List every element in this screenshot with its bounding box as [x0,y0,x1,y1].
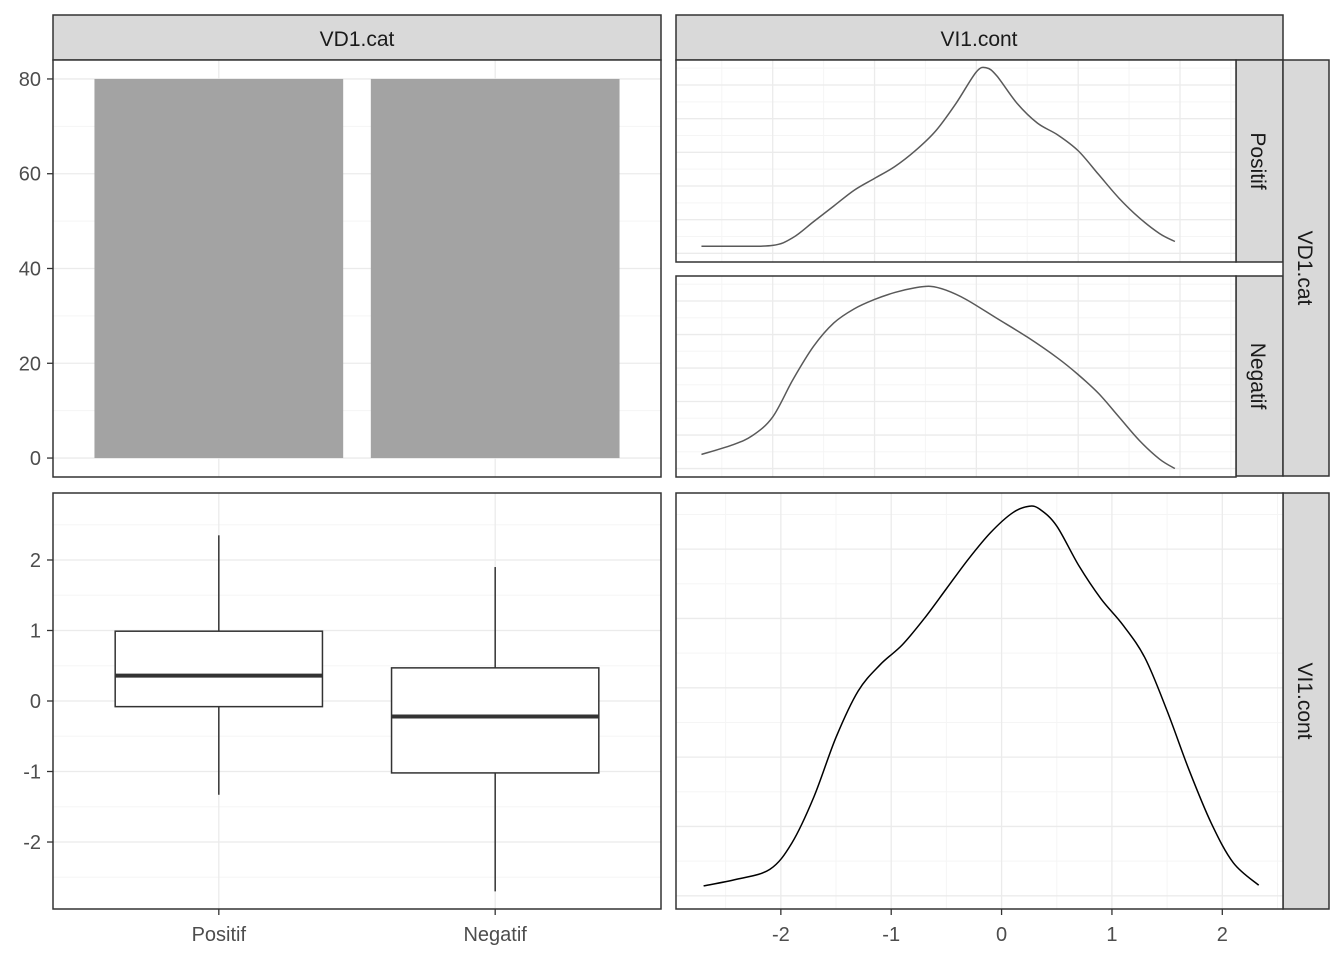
density-line [701,285,1176,470]
density-line [703,505,1260,887]
box-positif [114,630,324,708]
x-tick-label: Negatif [463,924,527,946]
y-tick-label: 2 [30,550,41,572]
strip-right-negatif: Negatif [1235,275,1284,477]
density-line [701,66,1176,248]
panel-density-negatif [675,275,1237,478]
y-tick-label: 40 [19,259,41,281]
panel-border [675,492,1284,910]
panel-background [676,276,1236,477]
strip-right-outer-vd1cat: VD1.cat [1282,59,1330,477]
bar-positif [94,78,344,459]
strip-top-right-label: VI1.cont [940,28,1017,51]
strip-right-outer-label: VD1.cat [1293,231,1316,306]
panel-density-positif [675,59,1237,263]
panel-bar: 0 20 40 60 80 [19,59,662,478]
panel-border [675,275,1237,478]
panel-border [52,59,662,478]
x-tick-label: 0 [996,924,1007,946]
strip-right-positif: Positif [1235,59,1284,263]
x-tick-label: -2 [772,924,790,946]
y-tick-label: -1 [23,762,41,784]
panel-border [675,59,1237,263]
x-tick-label: 1 [1106,924,1117,946]
y-tick-label: 80 [19,69,41,91]
panel-background [676,493,1283,909]
panel-border [52,492,662,910]
box-negatif [390,667,600,774]
panel-background [676,60,1236,262]
panel-boxplot: -2 -1 0 1 2 Positif Negatif [23,492,662,946]
x-tick-label: Positif [192,924,247,946]
panel-density-vi1cont: -2 -1 0 1 2 [675,492,1284,946]
bar-negatif [370,78,620,459]
strip-top-left: VD1.cat [52,14,662,61]
y-tick-label: 60 [19,164,41,186]
strip-top-right: VI1.cont [675,14,1284,61]
strip-right-positif-label: Positif [1246,132,1269,189]
y-tick-label: 1 [30,620,41,642]
y-tick-label: -2 [23,832,41,854]
strip-right-vi1cont-label: VI1.cont [1293,662,1316,739]
strip-right-negatif-label: Negatif [1246,343,1269,410]
y-tick-label: 0 [30,691,41,713]
strip-top-left-label: VD1.cat [320,28,395,51]
y-tick-label: 20 [19,353,41,375]
x-tick-label: 2 [1217,924,1228,946]
strip-right-vi1cont: VI1.cont [1282,492,1330,910]
x-tick-label: -1 [882,924,900,946]
y-tick-label: 0 [30,448,41,470]
